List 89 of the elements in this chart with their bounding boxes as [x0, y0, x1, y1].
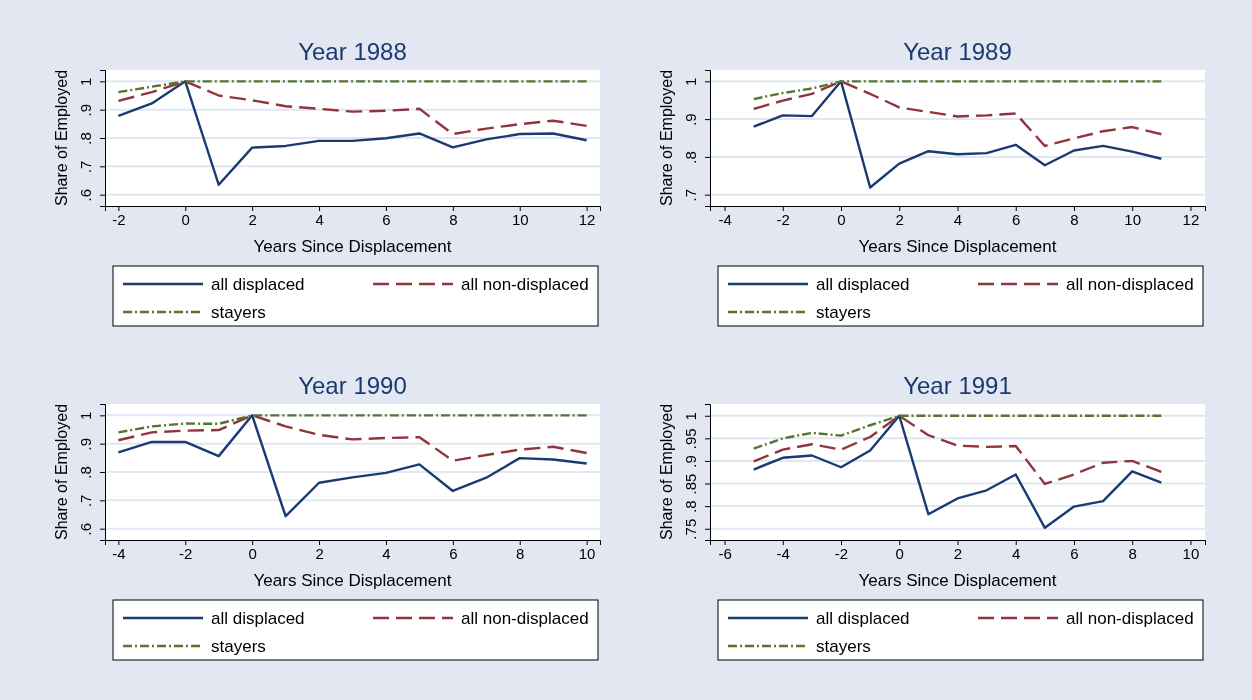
x-tick-label: 2 — [895, 210, 904, 228]
x-tick-label: -2 — [776, 210, 790, 228]
legend-label: all displaced — [211, 609, 305, 628]
x-tick-label: 8 — [449, 210, 458, 228]
y-tick-label: .9 — [682, 455, 699, 468]
y-tick-label: .9 — [682, 113, 699, 126]
x-tick-label: 8 — [516, 544, 525, 562]
legend-label: all non-displaced — [461, 275, 589, 294]
y-axis-title: Share of Employed — [53, 403, 70, 541]
y-tick-label: .7 — [682, 188, 699, 202]
x-axis-title: Years Since Displacement — [253, 571, 452, 590]
y-tick-label: .85 — [682, 473, 699, 495]
x-axis-title: Years Since Displacement — [858, 571, 1057, 590]
line-series — [752, 80, 1163, 148]
x-tick-label: 6 — [1012, 210, 1021, 228]
line-series — [752, 414, 1163, 529]
x-tick-label: -2 — [179, 544, 193, 562]
y-tick-label: 1 — [682, 412, 699, 421]
y-tick-label: .6 — [77, 522, 94, 536]
y-tick-label: 1 — [77, 411, 94, 421]
y-tick-label: .95 — [682, 428, 699, 450]
line-series — [117, 414, 588, 434]
x-tick-label: 12 — [1182, 210, 1200, 228]
x-tick-label: 10 — [511, 210, 529, 228]
y-axis-title: Share of Employed — [658, 69, 675, 207]
legend-label: all non-displaced — [1066, 275, 1194, 294]
x-tick-label: 4 — [953, 210, 963, 228]
y-axis-title: Share of Employed — [53, 69, 70, 207]
legend-label: stayers — [816, 637, 871, 656]
x-tick-label: 4 — [382, 544, 391, 562]
y-tick-label: .6 — [77, 188, 94, 202]
x-tick-label: -2 — [112, 210, 126, 228]
y-tick-label: 1 — [682, 77, 699, 87]
x-tick-label: -2 — [834, 544, 849, 562]
chart-title: Year 1990 — [298, 372, 407, 399]
line-series — [752, 414, 1163, 486]
x-tick-label: 10 — [1124, 210, 1142, 228]
x-tick-label: 10 — [1182, 544, 1200, 562]
legend-label: all non-displaced — [1066, 609, 1194, 628]
x-tick-label: -6 — [718, 544, 732, 562]
x-axis-title: Years Since Displacement — [253, 237, 452, 256]
x-tick-label: 0 — [248, 544, 257, 562]
x-tick-label: 2 — [953, 544, 963, 562]
x-tick-label: 0 — [895, 544, 904, 562]
x-tick-label: -4 — [718, 210, 732, 228]
x-tick-label: 0 — [181, 210, 190, 228]
y-tick-label: 1 — [77, 77, 94, 87]
x-tick-label: 8 — [1070, 210, 1079, 228]
chart-title: Year 1989 — [903, 38, 1012, 65]
y-tick-label: .75 — [682, 518, 699, 540]
line-series — [117, 414, 588, 462]
x-tick-label: 4 — [315, 210, 324, 228]
legend-label: stayers — [211, 303, 266, 322]
x-tick-label: 6 — [449, 544, 458, 562]
y-tick-label: .8 — [682, 151, 699, 164]
line-series — [117, 414, 588, 518]
line-series — [752, 80, 1163, 101]
y-tick-label: .9 — [77, 437, 94, 451]
line-series — [117, 80, 588, 136]
x-tick-label: 6 — [1070, 544, 1079, 562]
y-tick-label: .8 — [682, 500, 699, 513]
legend-label: all displaced — [816, 609, 910, 628]
y-axis-title: Share of Employed — [658, 403, 675, 541]
x-tick-label: 12 — [578, 210, 596, 228]
line-series — [752, 414, 1163, 450]
y-tick-label: .7 — [77, 160, 94, 174]
x-tick-label: 8 — [1128, 544, 1137, 562]
x-tick-label: 4 — [1012, 544, 1021, 562]
legend-label: stayers — [816, 303, 871, 322]
chart-title: Year 1988 — [298, 38, 407, 65]
line-series — [117, 80, 588, 186]
x-axis-title: Years Since Displacement — [858, 237, 1057, 256]
y-tick-label: .8 — [77, 132, 94, 145]
y-tick-label: .9 — [77, 103, 94, 117]
legend-label: all displaced — [211, 275, 305, 294]
y-tick-label: .7 — [77, 494, 94, 508]
legend-label: all non-displaced — [461, 609, 589, 628]
legend-label: all displaced — [816, 275, 910, 294]
x-tick-label: 6 — [382, 210, 391, 228]
x-tick-label: -4 — [112, 544, 126, 562]
x-tick-label: 0 — [837, 210, 846, 228]
y-tick-label: .8 — [77, 466, 94, 479]
x-tick-label: 10 — [578, 544, 596, 562]
line-series — [752, 80, 1163, 189]
x-tick-label: 2 — [315, 544, 324, 562]
x-tick-label: 2 — [248, 210, 257, 228]
chart-title: Year 1991 — [903, 372, 1012, 399]
legend-label: stayers — [211, 637, 266, 656]
x-tick-label: -4 — [776, 544, 790, 562]
